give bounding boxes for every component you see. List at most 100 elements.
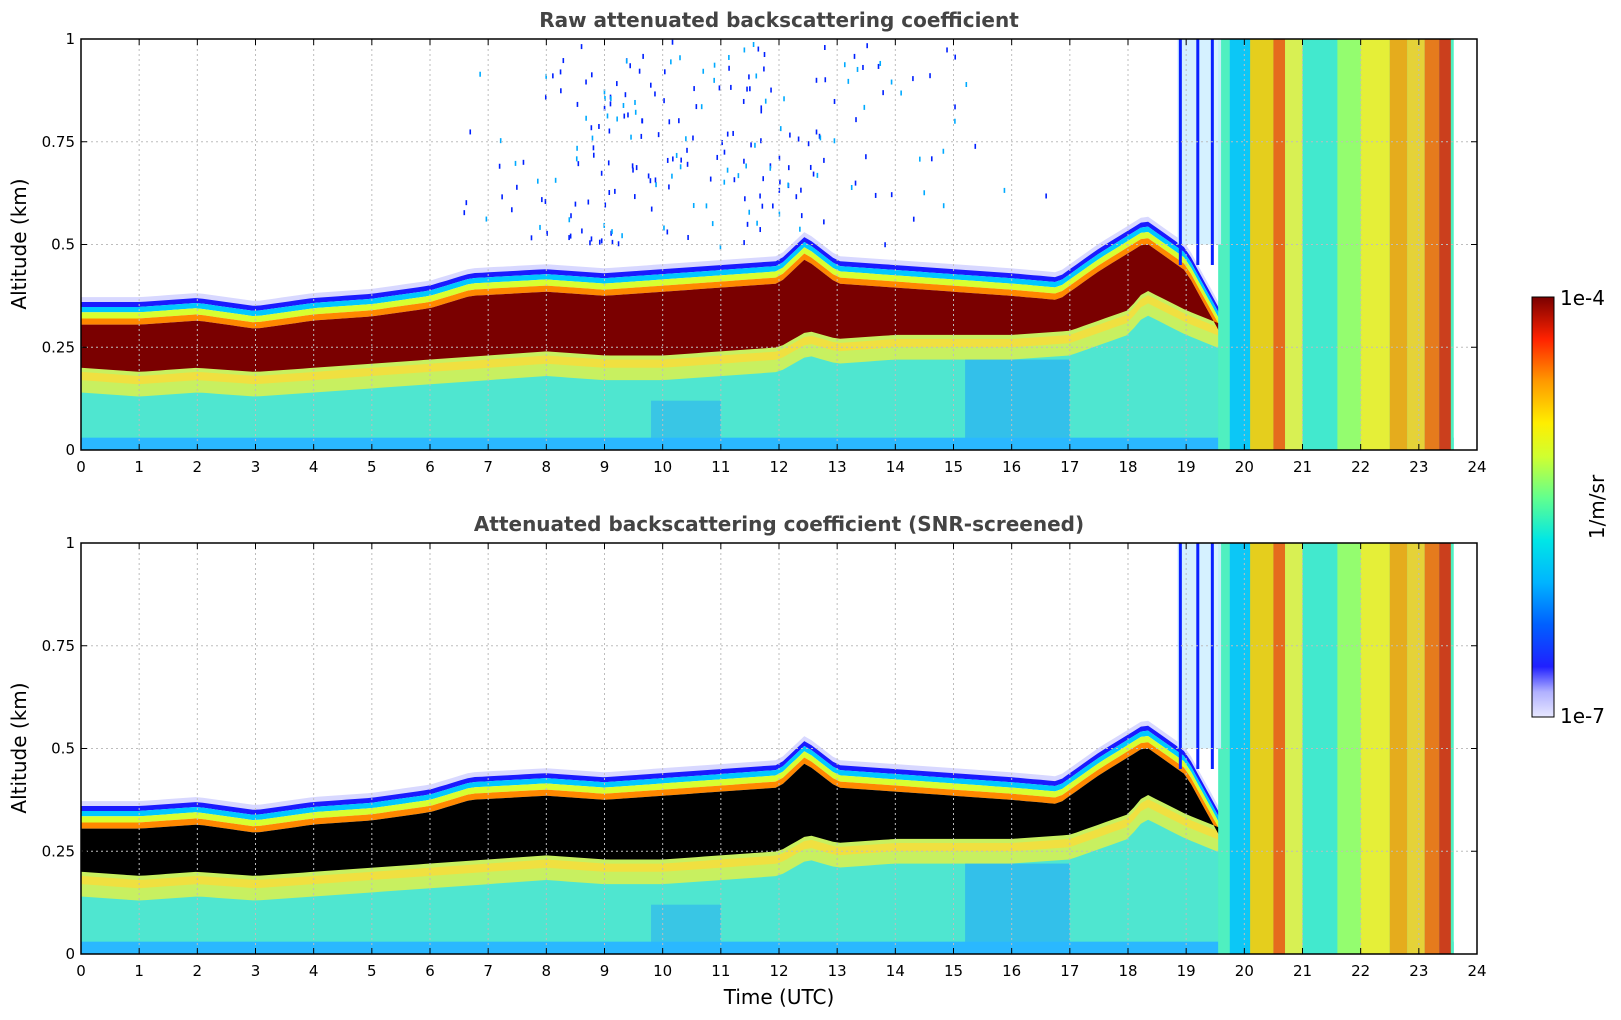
noise-speckle — [743, 158, 745, 164]
x-tick-label: 12 — [769, 962, 788, 980]
noise-speckle — [732, 130, 734, 136]
noise-speckle — [819, 135, 822, 141]
noise-speckle — [554, 177, 557, 183]
colorbar-max-label: 1e-4 — [1560, 286, 1605, 310]
noise-speckle — [855, 117, 857, 123]
top-orange-band — [81, 238, 1227, 346]
x-tick-label: 2 — [193, 458, 203, 476]
noise-speckle — [879, 60, 882, 66]
noise-speckle — [743, 47, 746, 53]
noise-speckle — [721, 140, 723, 146]
noise-speckle — [770, 87, 772, 93]
noise-speckle — [465, 200, 468, 206]
noise-speckle — [687, 234, 689, 240]
x-tick-label: 9 — [600, 458, 610, 476]
noise-speckle — [604, 95, 606, 101]
noise-speckle — [680, 157, 682, 163]
noise-speckle — [598, 239, 601, 245]
noise-speckle — [713, 77, 715, 83]
noise-speckle — [778, 155, 781, 161]
x-tick-label: 21 — [1293, 458, 1312, 476]
noise-speckle — [576, 101, 579, 107]
noise-speckle — [629, 63, 631, 69]
noise-speckle — [592, 145, 595, 151]
noise-speckle — [769, 165, 772, 171]
noise-speckle — [585, 115, 587, 121]
noise-speckle — [730, 84, 732, 90]
noise-speckle — [663, 98, 665, 104]
noise-speckle — [847, 78, 850, 84]
noise-speckle — [742, 98, 745, 104]
x-tick-label: 5 — [367, 458, 377, 476]
noise-speckle — [544, 94, 547, 100]
low-signal-patch — [965, 863, 1070, 954]
noise-speckle — [559, 69, 562, 75]
noise-speckle — [823, 219, 825, 225]
noise-speckle — [726, 131, 729, 137]
y-axis-label: Altitude (km) — [7, 178, 31, 309]
noise-speckle — [760, 108, 763, 114]
noise-speckle — [965, 82, 968, 88]
noise-speckle — [624, 92, 627, 98]
noise-speckle — [668, 184, 670, 190]
noise-speckle — [807, 141, 810, 147]
noise-speckle — [649, 82, 652, 88]
x-tick-label: 18 — [1118, 962, 1137, 980]
noise-speckle — [530, 235, 533, 241]
noise-speckle — [634, 99, 636, 105]
x-tick-label: 21 — [1293, 962, 1312, 980]
noise-speckle — [546, 230, 548, 236]
noise-speckle — [610, 230, 612, 236]
noise-speckle — [748, 209, 751, 215]
noise-speckle — [545, 73, 547, 79]
lower-gradient-band — [81, 295, 1227, 385]
noise-speckle — [866, 43, 868, 49]
noise-speckle — [833, 138, 836, 144]
saturated-layer-core — [81, 748, 1227, 876]
noise-speckle — [930, 156, 933, 162]
colorbar-unit-label: 1/m/sr — [1585, 474, 1609, 539]
y-axis-label: Altitude (km) — [7, 682, 31, 813]
noise-speckle — [632, 167, 634, 173]
noise-speckle — [590, 236, 593, 242]
noise-speckle — [719, 244, 722, 250]
x-tick-label: 20 — [1235, 962, 1254, 980]
x-tick-label: 14 — [886, 962, 905, 980]
y-tick-label: 0.25 — [42, 338, 75, 356]
x-tick-label: 18 — [1118, 458, 1137, 476]
noise-speckle — [536, 178, 539, 184]
grid-lines — [81, 543, 1477, 954]
noise-speckle — [824, 45, 826, 51]
precipitation-streak — [1273, 39, 1286, 450]
noise-speckle — [591, 135, 594, 141]
noise-speckle — [853, 53, 856, 59]
surface-strip — [81, 437, 1454, 450]
noise-speckle — [663, 225, 665, 231]
noise-speckle — [655, 182, 657, 188]
noise-speckle — [569, 233, 572, 239]
noise-speckle — [723, 149, 726, 155]
noise-speckle — [760, 105, 763, 111]
panel-title: Attenuated backscattering coefficient (S… — [474, 512, 1084, 536]
noise-speckle — [649, 178, 652, 184]
x-tick-label: 0 — [76, 962, 86, 980]
noise-speckle — [617, 241, 620, 247]
noise-speckle — [616, 81, 618, 87]
noise-speckle — [608, 128, 611, 134]
noise-speckle — [728, 65, 730, 71]
noise-speckle — [485, 216, 488, 222]
noise-speckle — [882, 90, 884, 96]
x-tick-label: 22 — [1351, 458, 1370, 476]
noise-speckle — [854, 180, 857, 186]
noise-speckle — [759, 227, 762, 233]
noise-speckle — [638, 68, 641, 74]
x-tick-label: 8 — [542, 962, 552, 980]
noise-speckle — [606, 113, 609, 119]
noise-speckle — [670, 59, 672, 65]
noise-speckle — [702, 68, 705, 74]
noise-speckle — [603, 89, 606, 95]
noise-speckle — [809, 164, 812, 170]
precipitation-streak — [1337, 39, 1361, 450]
x-tick-label: 24 — [1467, 458, 1486, 476]
noise-speckle — [641, 118, 644, 124]
